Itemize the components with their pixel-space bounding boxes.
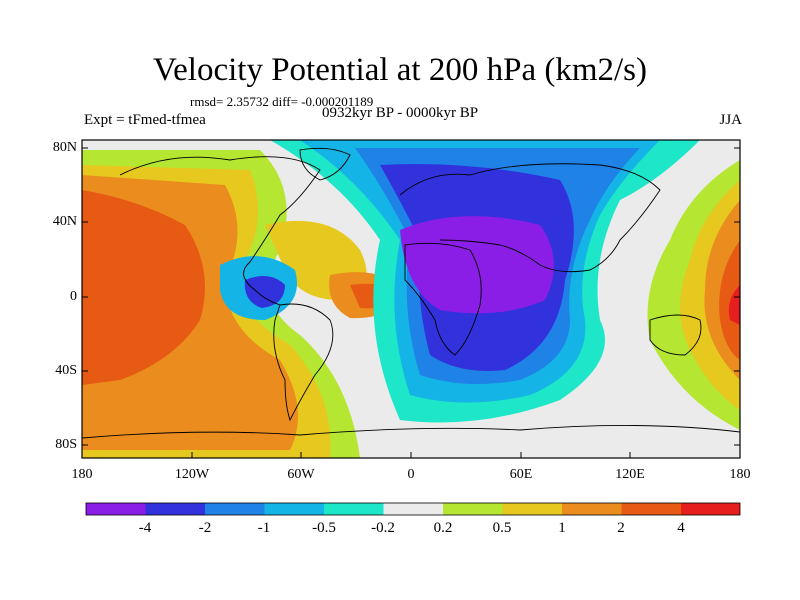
colorbar-label: -4 bbox=[138, 520, 152, 536]
colorbar-label: -0.5 bbox=[312, 520, 336, 536]
colorbar-label: -0.2 bbox=[371, 520, 395, 536]
coast-south-america bbox=[273, 303, 334, 422]
lat-label: 40N bbox=[52, 214, 77, 229]
colorbar-swatch bbox=[205, 503, 265, 515]
season-label: JJA bbox=[719, 112, 742, 128]
contour-field bbox=[82, 140, 740, 458]
colorbar-swatch bbox=[264, 503, 324, 515]
lon-label: 0 bbox=[407, 467, 415, 482]
lat-tick-marks bbox=[82, 147, 740, 446]
colorbar-swatch bbox=[502, 503, 562, 515]
period-label: 0932kyr BP - 0000kyr BP bbox=[322, 105, 479, 121]
coastlines bbox=[82, 147, 740, 439]
contour-wpacific-orangered bbox=[719, 240, 740, 360]
map-title: Velocity Potential at 200 hPa (km2/s) bbox=[152, 52, 648, 88]
contour-wpacific-red bbox=[728, 285, 740, 325]
coast-australia bbox=[649, 314, 702, 356]
colorbar-swatch bbox=[621, 503, 681, 515]
colorbar-label: 4 bbox=[677, 520, 685, 536]
lon-label: 120W bbox=[174, 467, 210, 482]
colorbar-swatch bbox=[383, 503, 443, 515]
lat-label: 40S bbox=[55, 363, 77, 378]
lon-label: 180 bbox=[71, 467, 93, 482]
lon-label: 120E bbox=[615, 467, 645, 482]
lat-label: 80N bbox=[52, 140, 77, 155]
colorbar-swatch bbox=[145, 503, 205, 515]
lon-label: 60W bbox=[287, 467, 315, 482]
colorbar-label: 0.5 bbox=[492, 520, 512, 536]
colorbar-swatch bbox=[443, 503, 503, 515]
coast-north-america bbox=[119, 156, 321, 306]
experiment-label: Expt = tFmed-tfmea bbox=[84, 112, 206, 128]
stats-label: rmsd= 2.35732 diff= -0.000201189 bbox=[190, 94, 374, 109]
colorbar-label: 0.2 bbox=[433, 520, 453, 536]
colorbar-swatch bbox=[562, 503, 622, 515]
colorbar-label: -2 bbox=[198, 520, 212, 536]
coast-greenland bbox=[299, 147, 351, 181]
colorbar-swatch bbox=[86, 503, 146, 515]
contour-caribbean-blue bbox=[244, 276, 285, 308]
coast-antarctica bbox=[82, 425, 740, 439]
coast-africa bbox=[404, 242, 482, 356]
contour-pacific-west-orangered bbox=[82, 190, 205, 385]
colorbar-swatch bbox=[681, 503, 740, 515]
coast-europe-asia bbox=[399, 163, 661, 273]
lon-label: 60E bbox=[509, 467, 533, 482]
colorbar bbox=[85, 502, 741, 516]
lat-label: 0 bbox=[70, 289, 77, 304]
colorbar-label: -1 bbox=[257, 520, 271, 536]
colorbar-label: 1 bbox=[558, 520, 566, 536]
colorbar-swatch bbox=[324, 503, 384, 515]
lon-label: 180 bbox=[729, 467, 751, 482]
lon-tick-marks bbox=[81, 452, 741, 458]
lat-label: 80S bbox=[55, 437, 77, 452]
colorbar-label: 2 bbox=[617, 520, 625, 536]
